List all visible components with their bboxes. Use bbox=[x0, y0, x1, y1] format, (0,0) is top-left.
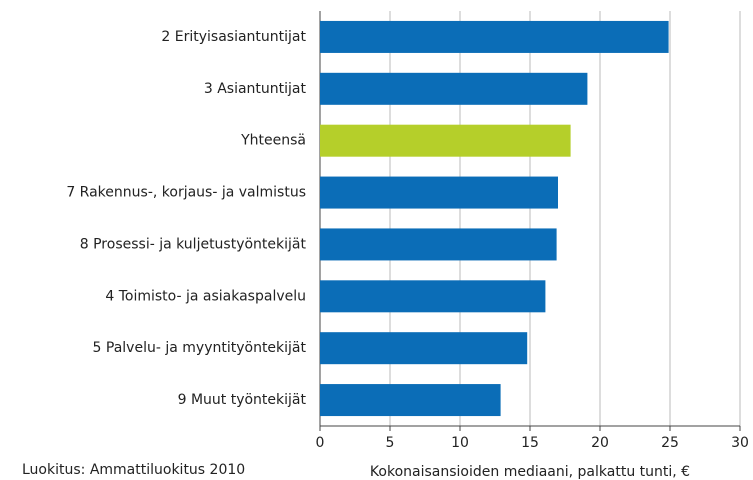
bar bbox=[320, 176, 558, 209]
x-tick-label: 0 bbox=[316, 435, 325, 451]
bar bbox=[320, 124, 571, 157]
y-tick-label: 2 Erityisasiantuntijat bbox=[161, 29, 306, 45]
x-tick-label: 5 bbox=[386, 435, 395, 451]
y-tick-label: 8 Prosessi- ja kuljetustyöntekijät bbox=[80, 236, 307, 252]
x-tick-label: 20 bbox=[591, 435, 609, 451]
bar bbox=[320, 228, 557, 261]
bar bbox=[320, 72, 588, 105]
y-tick-label: 4 Toimisto- ja asiakaspalvelu bbox=[105, 288, 306, 304]
x-tick-label: 25 bbox=[661, 435, 679, 451]
y-tick-label: Yhteensä bbox=[240, 133, 306, 149]
bar bbox=[320, 280, 546, 313]
bar bbox=[320, 384, 501, 417]
y-tick-label: 9 Muut työntekijät bbox=[178, 392, 307, 408]
x-tick-label: 10 bbox=[451, 435, 469, 451]
x-tick-label: 30 bbox=[731, 435, 749, 451]
y-tick-label: 5 Palvelu- ja myyntityöntekijät bbox=[93, 340, 307, 356]
bar bbox=[320, 332, 528, 365]
y-tick-label: 3 Asiantuntijat bbox=[204, 81, 307, 97]
note: Luokitus: Ammattiluokitus 2010 bbox=[22, 462, 245, 478]
x-tick-label: 15 bbox=[521, 435, 539, 451]
x-axis-label: Kokonaisansioiden mediaani, palkattu tun… bbox=[370, 464, 690, 480]
y-tick-label: 7 Rakennus-, korjaus- ja valmistus bbox=[66, 185, 306, 201]
bar bbox=[320, 20, 669, 53]
